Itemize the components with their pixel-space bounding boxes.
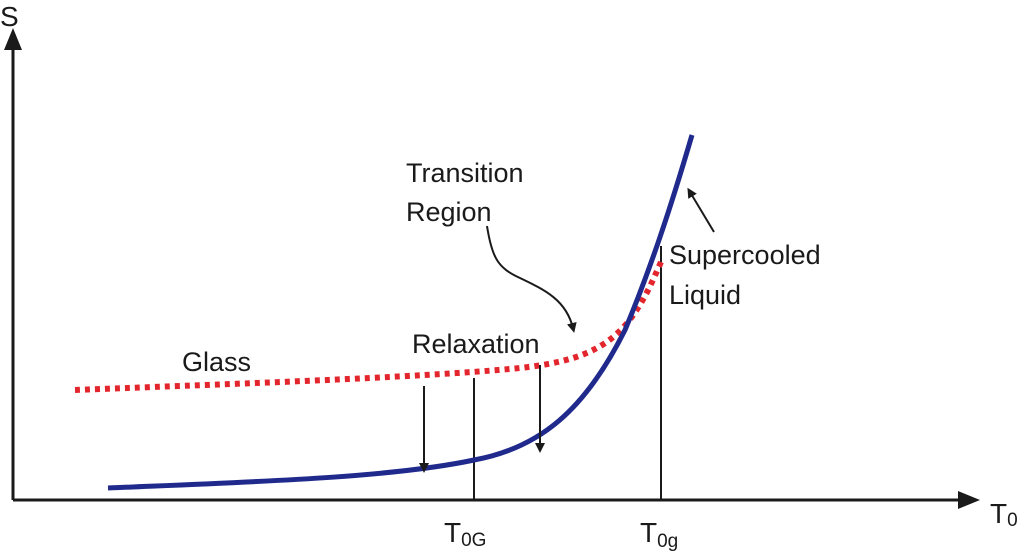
supercooled-liquid-arrow: [687, 187, 715, 233]
t0G-tick-label: T0G: [444, 517, 486, 551]
y-axis-arrowhead: [4, 28, 22, 50]
x-axis-arrowhead: [958, 491, 980, 509]
transition-region-arrow: [486, 225, 577, 333]
transition-label-line2: Region: [406, 197, 492, 227]
supercooled-liquid-curve: [107, 134, 695, 491]
x-axis-label: T0: [990, 498, 1018, 531]
t0g-tick-label: T0g: [640, 517, 678, 552]
transition-label-line1: Transition: [406, 158, 524, 188]
glass-curve: [74, 260, 664, 393]
relaxation-label: Relaxation: [412, 329, 540, 359]
supercooled-label-line2: Liquid: [669, 280, 741, 310]
supercooled-label-line1: Supercooled: [669, 240, 821, 270]
glass-label: Glass: [182, 347, 251, 377]
y-axis-label: S: [0, 1, 19, 32]
